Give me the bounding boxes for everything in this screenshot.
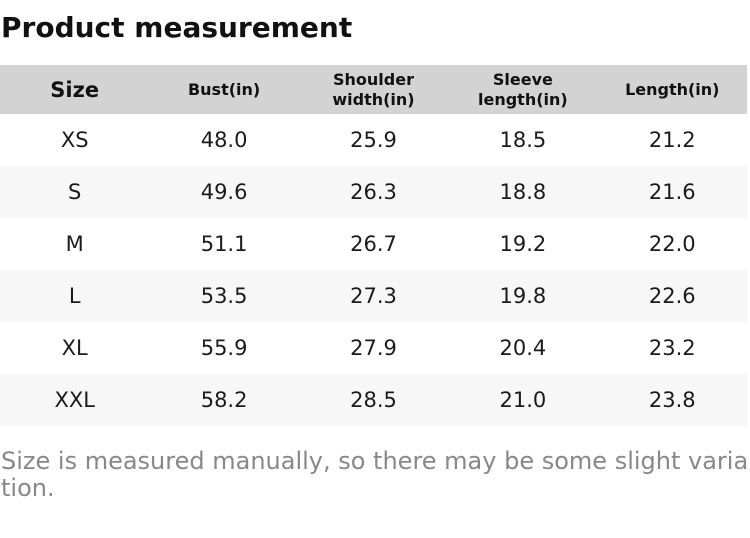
measurement-cell: 23.2: [597, 322, 747, 375]
size-cell: S: [0, 166, 150, 219]
measurement-cell: 20.4: [448, 322, 598, 375]
measurement-cell: 48.0: [149, 114, 299, 167]
product-measurement-section: Product measurement Size Bust(in) Should…: [0, 11, 750, 503]
table-body: XS 48.0 25.9 18.5 21.2 S 49.6 26.3 18.8 21.6 M 51.1…: [0, 114, 747, 427]
measurement-table: Size Bust(in) Shoulder width(in) Sleeve …: [0, 65, 747, 427]
measurement-cell: 55.9: [149, 322, 299, 375]
table-row: S 49.6 26.3 18.8 21.6: [0, 166, 747, 219]
table-row: XS 48.0 25.9 18.5 21.2: [0, 114, 747, 167]
measurement-cell: 26.7: [298, 218, 449, 271]
size-cell: M: [0, 218, 150, 271]
page-title: Product measurement: [1, 11, 353, 44]
measurement-cell: 18.8: [448, 166, 598, 219]
header-cell-sleeve-length: Sleeve length(in): [448, 65, 598, 115]
measurement-cell: 22.6: [597, 270, 747, 323]
table-header-row: Size Bust(in) Shoulder width(in) Sleeve …: [0, 65, 747, 115]
header-cell-size: Size: [0, 65, 150, 115]
measurement-cell: 28.5: [298, 374, 449, 427]
measurement-cell: 18.5: [448, 114, 598, 167]
measurement-cell: 49.6: [149, 166, 299, 219]
size-cell: XXL: [0, 374, 150, 427]
measurement-cell: 27.9: [298, 322, 449, 375]
header-cell-shoulder-width: Shoulder width(in): [298, 65, 449, 115]
size-cell: L: [0, 270, 150, 323]
measurement-cell: 22.0: [597, 218, 747, 271]
measurement-disclaimer-note: Size is measured manually, so there may …: [1, 447, 749, 503]
measurement-cell: 53.5: [149, 270, 299, 323]
measurement-cell: 19.2: [448, 218, 598, 271]
table-row: L 53.5 27.3 19.8 22.6: [0, 270, 747, 323]
header-cell-length: Length(in): [597, 65, 747, 115]
table-row: XL 55.9 27.9 20.4 23.2: [0, 322, 747, 375]
measurement-cell: 19.8: [448, 270, 598, 323]
measurement-cell: 21.0: [448, 374, 598, 427]
table-row: XXL 58.2 28.5 21.0 23.8: [0, 374, 747, 427]
measurement-cell: 51.1: [149, 218, 299, 271]
table-row: M 51.1 26.7 19.2 22.0: [0, 218, 747, 271]
measurement-cell: 21.6: [597, 166, 747, 219]
measurement-cell: 25.9: [298, 114, 449, 167]
measurement-cell: 23.8: [597, 374, 747, 427]
measurement-cell: 58.2: [149, 374, 299, 427]
measurement-cell: 21.2: [597, 114, 747, 167]
size-cell: XL: [0, 322, 150, 375]
header-cell-bust: Bust(in): [149, 65, 299, 115]
size-cell: XS: [0, 114, 150, 167]
measurement-cell: 27.3: [298, 270, 449, 323]
measurement-cell: 26.3: [298, 166, 449, 219]
